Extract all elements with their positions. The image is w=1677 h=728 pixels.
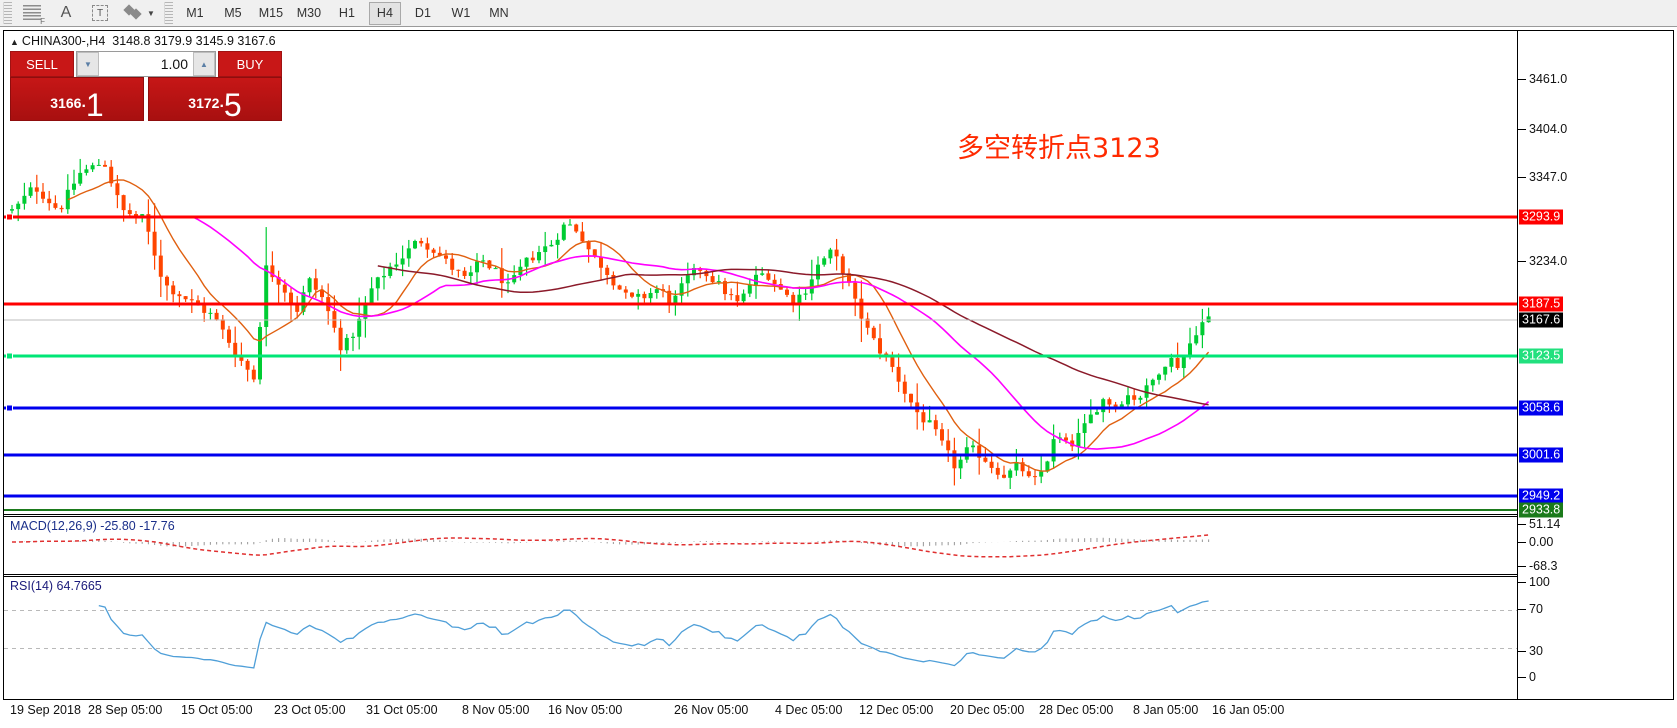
timeframe-h4[interactable]: H4 bbox=[368, 1, 401, 25]
price-label: 3404.0 bbox=[1529, 122, 1568, 136]
time-label: 26 Nov 05:00 bbox=[674, 703, 749, 717]
chart-frame: ▲ CHINA300-,H4 3148.8 3179.9 3145.9 3167.… bbox=[3, 30, 1674, 726]
time-label: 8 Nov 05:00 bbox=[462, 703, 530, 717]
timeframe-w1[interactable]: W1 bbox=[451, 6, 471, 20]
timeframe-mn[interactable]: MN bbox=[489, 6, 509, 20]
sell-price-display[interactable]: 3166. 1 bbox=[10, 77, 144, 121]
time-scale[interactable]: 19 Sep 2018 28 Sep 05:00 15 Oct 05:00 23 Oc… bbox=[3, 700, 1674, 726]
text-box-icon[interactable]: T bbox=[83, 1, 117, 26]
sell-price-dot: . bbox=[81, 94, 86, 111]
collapse-triangle-icon[interactable]: ▲ bbox=[10, 37, 19, 47]
price-level-tag[interactable]: 3001.6 bbox=[1519, 447, 1564, 463]
time-label: 16 Nov 05:00 bbox=[548, 703, 623, 717]
timeframe-m1[interactable]: M1 bbox=[186, 6, 204, 20]
buy-price-decimal: 5 bbox=[223, 87, 242, 123]
chart-ohlc-label: 3148.8 3179.9 3145.9 3167.6 bbox=[112, 34, 276, 48]
macd-indicator-label: MACD(12,26,9) -25.80 -17.76 bbox=[10, 519, 175, 533]
timeframe-m30[interactable]: M30 bbox=[296, 6, 322, 20]
chevron-down-icon[interactable]: ▼ bbox=[147, 8, 155, 18]
toolbar-grip-2[interactable] bbox=[163, 2, 173, 24]
time-label: 20 Dec 05:00 bbox=[950, 703, 1025, 717]
time-label: 15 Oct 05:00 bbox=[181, 703, 253, 717]
buy-price-dot: . bbox=[219, 94, 224, 111]
price-line-handle[interactable] bbox=[6, 352, 13, 360]
volume-value[interactable]: 1.00 bbox=[160, 56, 188, 72]
macd-scale-label: 0.00 bbox=[1529, 535, 1554, 549]
timeframe-group: M1 M5 M15 M30 H1 H4 D1 W1 MN bbox=[176, 1, 518, 25]
rsi-chart-svg bbox=[4, 600, 1517, 669]
price-line-handle[interactable] bbox=[6, 404, 13, 412]
sell-price-decimal: 1 bbox=[85, 87, 104, 123]
rsi-scale-label: 0 bbox=[1529, 670, 1536, 684]
macd-tick bbox=[1518, 566, 1526, 567]
chart-annotation-text: 多空转折点3123 bbox=[957, 133, 1161, 164]
price-chart-svg bbox=[4, 158, 1517, 511]
price-label: 3234.0 bbox=[1529, 254, 1568, 268]
sell-button[interactable]: SELL bbox=[10, 51, 74, 77]
rsi-scale-label: 70 bbox=[1529, 602, 1543, 616]
rsi-tick bbox=[1518, 651, 1526, 652]
chart-symbol-header: ▲ CHINA300-,H4 3148.8 3179.9 3145.9 3167.… bbox=[10, 34, 276, 48]
price-line-handle[interactable] bbox=[6, 213, 13, 221]
chart-symbol-label: CHINA300-,H4 bbox=[21, 34, 106, 48]
rsi-scale-label: 100 bbox=[1529, 575, 1550, 589]
macd-tick bbox=[1518, 524, 1526, 525]
text-a-icon[interactable]: A bbox=[60, 4, 72, 21]
price-level-tag[interactable]: 2933.8 bbox=[1519, 502, 1564, 518]
rsi-tick bbox=[1518, 582, 1526, 583]
macd-scale-label: 51.14 bbox=[1529, 517, 1561, 531]
price-level-tag[interactable]: 3167.6 bbox=[1519, 312, 1564, 328]
time-label: 23 Oct 05:00 bbox=[274, 703, 346, 717]
macd-scale-label: -68.3 bbox=[1529, 559, 1558, 573]
rsi-scale-label: 30 bbox=[1529, 644, 1543, 658]
time-label: 28 Dec 05:00 bbox=[1039, 703, 1114, 717]
sell-price-integer: 3166 bbox=[50, 95, 82, 111]
time-label: 4 Dec 05:00 bbox=[775, 703, 843, 717]
price-level-tag[interactable]: 3293.9 bbox=[1519, 209, 1564, 225]
price-level-tag[interactable]: 2949.2 bbox=[1519, 488, 1564, 504]
buy-price-integer: 3172 bbox=[188, 95, 220, 111]
rsi-tick bbox=[1518, 677, 1526, 678]
buy-price-display[interactable]: 3172. 5 bbox=[148, 77, 282, 121]
price-label: 3347.0 bbox=[1529, 170, 1568, 184]
time-label: 12 Dec 05:00 bbox=[859, 703, 934, 717]
time-label: 19 Sep 2018 bbox=[10, 703, 81, 717]
time-label: 31 Oct 05:00 bbox=[366, 703, 438, 717]
price-scale[interactable]: 3461.0 3404.0 3347.0 3293.9 3234.0 3187.5 3167… bbox=[1517, 31, 1673, 725]
timeframe-m5[interactable]: M5 bbox=[224, 6, 242, 20]
buy-button[interactable]: BUY bbox=[218, 51, 282, 77]
time-label: 16 Jan 05:00 bbox=[1212, 703, 1285, 717]
timeframe-d1[interactable]: D1 bbox=[414, 6, 431, 20]
rsi-tick bbox=[1518, 609, 1526, 610]
macd-chart-svg bbox=[12, 534, 1210, 558]
price-label: 3461.0 bbox=[1529, 72, 1568, 86]
price-tick bbox=[1518, 177, 1526, 178]
timeframe-m15[interactable]: M15 bbox=[258, 6, 284, 20]
one-click-trade-panel[interactable]: SELL ▼ 1.00 ▲ BUY 3166. 1 3172. 5 bbox=[10, 51, 282, 123]
grid-f-icon[interactable] bbox=[15, 1, 49, 26]
volume-field[interactable]: ▼ 1.00 ▲ bbox=[76, 51, 216, 77]
volume-decrement-icon[interactable]: ▼ bbox=[77, 52, 99, 76]
price-level-tag[interactable]: 3123.5 bbox=[1519, 348, 1564, 364]
price-tick bbox=[1518, 129, 1526, 130]
volume-increment-icon[interactable]: ▲ bbox=[193, 52, 215, 76]
macd-tick bbox=[1518, 542, 1526, 543]
main-toolbar: A T ▼ M1 M5 M15 M30 H1 H4 D1 W1 MN bbox=[0, 0, 1677, 27]
timeframe-h1[interactable]: H1 bbox=[338, 6, 355, 20]
price-level-tag[interactable]: 3058.6 bbox=[1519, 400, 1564, 416]
time-label: 8 Jan 05:00 bbox=[1133, 703, 1199, 717]
objects-icon[interactable] bbox=[117, 1, 151, 26]
price-level-tag[interactable]: 3187.5 bbox=[1519, 296, 1564, 312]
rsi-indicator-label: RSI(14) 64.7665 bbox=[10, 579, 102, 593]
price-tick bbox=[1518, 261, 1526, 262]
price-tick bbox=[1518, 79, 1526, 80]
time-label: 28 Sep 05:00 bbox=[88, 703, 163, 717]
toolbar-grip-1[interactable] bbox=[3, 2, 12, 24]
chart-plot-area[interactable]: ▲ CHINA300-,H4 3148.8 3179.9 3145.9 3167.… bbox=[4, 31, 1517, 725]
